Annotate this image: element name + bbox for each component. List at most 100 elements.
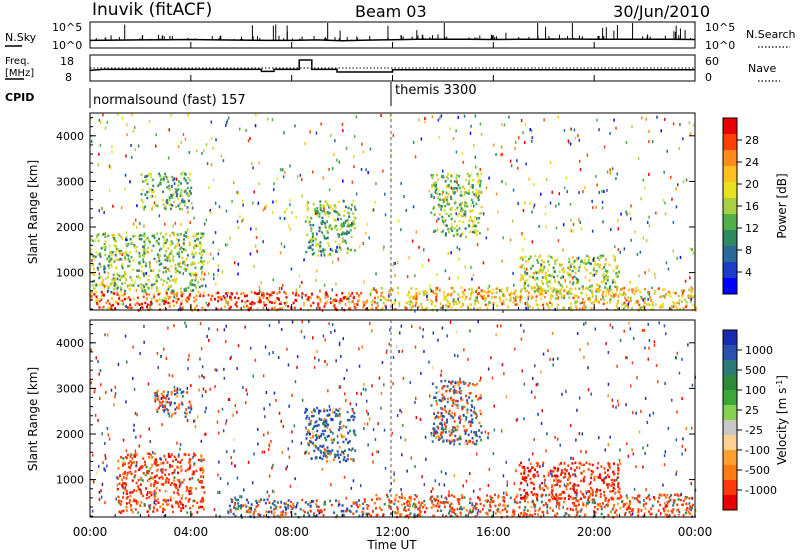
data-cell — [369, 147, 372, 151]
data-cell — [614, 245, 616, 249]
data-cell — [538, 289, 541, 292]
data-cell — [150, 195, 152, 199]
data-cell — [419, 514, 422, 517]
data-cell — [319, 434, 322, 438]
data-cell — [535, 295, 538, 298]
data-cell — [173, 402, 176, 405]
data-cell — [284, 513, 287, 516]
data-cell — [174, 221, 177, 225]
data-cell — [603, 190, 605, 193]
data-cell — [433, 427, 436, 431]
data-cell — [454, 428, 457, 432]
data-cell — [133, 281, 136, 284]
data-cell — [328, 167, 330, 171]
data-cell — [538, 293, 541, 296]
data-cell — [474, 165, 477, 169]
data-cell — [130, 279, 133, 282]
data-cell — [627, 301, 630, 304]
data-cell — [529, 275, 532, 278]
data-cell — [441, 219, 444, 222]
data-cell — [205, 284, 207, 288]
data-cell — [303, 514, 305, 517]
data-cell — [557, 289, 559, 293]
data-cell — [181, 198, 184, 201]
data-cell — [616, 497, 619, 500]
data-cell — [435, 296, 438, 299]
data-cell — [242, 203, 244, 207]
data-cell — [392, 262, 395, 265]
data-cell — [189, 221, 191, 224]
data-cell — [270, 293, 273, 297]
data-cell — [449, 127, 451, 131]
data-cell — [449, 227, 452, 230]
data-cell — [293, 505, 295, 508]
data-cell — [194, 277, 197, 280]
data-cell — [188, 297, 190, 301]
data-cell — [148, 477, 151, 481]
data-cell — [554, 514, 556, 517]
data-cell — [133, 499, 136, 503]
data-cell — [101, 307, 104, 310]
data-cell — [433, 196, 435, 200]
data-cell — [200, 250, 203, 254]
data-cell — [452, 187, 455, 191]
data-cell — [527, 474, 530, 477]
data-cell — [415, 230, 418, 234]
data-cell — [110, 253, 113, 257]
data-cell — [316, 211, 319, 214]
cpid-strip: CPID normalsound (fast) 157 themis 3300 — [5, 82, 477, 108]
data-cell — [587, 261, 590, 264]
data-cell — [508, 294, 511, 297]
data-cell — [603, 276, 606, 279]
data-cell — [420, 302, 423, 306]
data-cell — [201, 466, 204, 470]
data-cell — [531, 210, 533, 214]
data-cell — [478, 421, 481, 425]
data-cell — [578, 218, 580, 222]
data-cell — [434, 436, 437, 439]
data-cell — [98, 118, 101, 122]
data-cell — [320, 509, 323, 512]
data-cell — [684, 279, 687, 283]
data-cell — [194, 453, 197, 457]
data-cell — [423, 504, 426, 507]
data-cell — [191, 279, 194, 282]
data-cell — [173, 469, 176, 472]
data-cell — [515, 295, 518, 299]
data-cell — [326, 295, 329, 298]
data-cell — [536, 470, 539, 474]
data-cell — [237, 297, 240, 300]
data-cell — [175, 194, 178, 198]
data-cell — [456, 381, 459, 384]
power-plot-area — [90, 113, 695, 310]
data-cell — [91, 253, 93, 257]
data-cell — [157, 463, 160, 467]
data-cell — [458, 186, 461, 190]
data-cell — [284, 511, 287, 515]
data-cell — [182, 292, 185, 296]
data-cell — [277, 515, 280, 518]
data-cell — [145, 465, 148, 469]
data-cell — [124, 258, 127, 261]
data-cell — [96, 298, 99, 301]
data-cell — [179, 304, 182, 307]
data-cell — [368, 513, 371, 516]
data-cell — [342, 240, 345, 243]
data-cell — [534, 512, 537, 516]
data-cell — [249, 511, 252, 514]
data-cell — [115, 283, 118, 286]
data-cell — [576, 257, 579, 260]
data-cell — [145, 271, 147, 275]
data-cell — [121, 478, 124, 482]
data-cell — [547, 471, 550, 474]
data-cell — [454, 208, 457, 212]
data-cell — [610, 484, 613, 487]
data-cell — [297, 294, 300, 297]
data-cell — [499, 289, 501, 292]
data-cell — [524, 123, 527, 126]
data-cell — [431, 176, 434, 180]
data-cell — [630, 513, 633, 517]
data-cell — [519, 257, 522, 260]
data-cell — [557, 296, 559, 300]
data-cell — [100, 247, 103, 250]
